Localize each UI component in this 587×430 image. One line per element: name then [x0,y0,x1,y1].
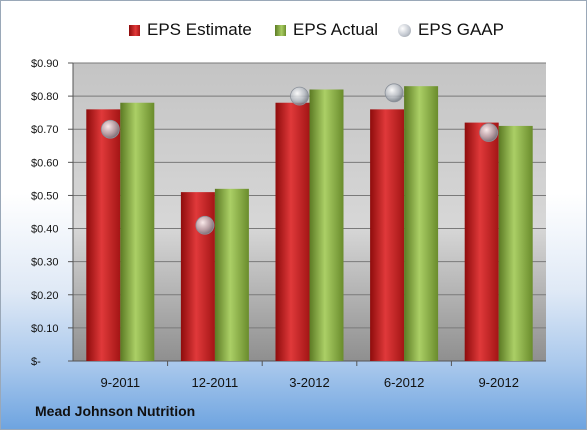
marker-eps-gaap [290,86,309,106]
x-tick-label: 12-2011 [192,375,239,390]
bar-eps-estimate [370,109,405,361]
y-tick-label: $0.10 [31,323,59,335]
y-tick-label: $0.30 [31,257,59,269]
marker-eps-gaap [195,215,215,235]
y-tick-label: $0.70 [31,124,59,136]
legend-item-gaap: EPS GAAP [398,19,504,41]
bar-eps-actual [309,89,344,361]
bar-eps-estimate [275,102,310,361]
marker-eps-gaap [100,119,120,139]
y-tick-label: $0.20 [31,290,59,302]
marker-eps-gaap [479,123,499,142]
bar-eps-estimate [464,122,499,361]
bar-eps-actual [214,188,249,361]
x-tick-label: 3-2012 [289,375,329,390]
chart-legend: EPS Estimate EPS Actual EPS GAAP [1,19,586,41]
bar-eps-actual [120,102,155,361]
x-tick-label: 9-2011 [101,375,141,390]
bar-eps-actual [404,86,439,361]
legend-swatch-estimate [129,24,140,36]
x-tick-label: 9-2012 [478,375,518,390]
y-tick-label: $0.60 [31,157,59,169]
legend-label-actual: EPS Actual [293,20,379,39]
y-tick-label: $0.90 [31,58,59,70]
legend-label-estimate: EPS Estimate [147,20,252,39]
bar-eps-actual [498,125,533,362]
y-tick-label: $- [31,356,41,368]
x-tick-label: 6-2012 [384,375,424,390]
legend-item-actual: EPS Actual [275,19,378,41]
bar-eps-estimate [86,109,121,361]
legend-swatch-gaap [398,23,411,37]
y-tick-label: $0.50 [31,190,59,202]
eps-chart: $- $0.10 $0.20 $0.30 $0.40 $0.50 $0.60 $0.70 $0.… [31,58,546,390]
company-name: Mead Johnson Nutrition [35,403,196,419]
y-tick-label: $0.40 [31,224,59,236]
legend-item-estimate: EPS Estimate [129,19,252,41]
y-tick-label: $0.80 [31,91,59,103]
legend-swatch-actual [275,24,286,36]
legend-label-gaap: EPS GAAP [418,20,504,39]
marker-eps-gaap [384,83,404,103]
